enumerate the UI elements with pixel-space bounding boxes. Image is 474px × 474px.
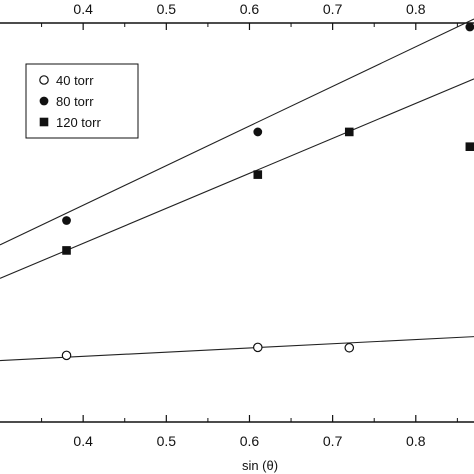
data-point-120-torr bbox=[62, 246, 71, 255]
fit-line-80-torr bbox=[0, 18, 474, 246]
data-point-40-torr bbox=[344, 342, 355, 353]
data-points bbox=[61, 22, 474, 361]
fit-line-120-torr bbox=[0, 78, 474, 279]
x-tick-label-bottom: 0.7 bbox=[323, 433, 343, 449]
x-tick-label-bottom: 0.8 bbox=[406, 433, 426, 449]
data-point-120-torr bbox=[465, 142, 474, 151]
data-point-80-torr bbox=[253, 127, 263, 137]
x-axis-label: sin (θ) bbox=[242, 458, 278, 473]
legend-label: 80 torr bbox=[56, 94, 94, 109]
x-tick-label-top: 0.5 bbox=[157, 1, 177, 17]
data-point-120-torr bbox=[253, 170, 263, 179]
x-tick-label-top: 0.4 bbox=[73, 1, 93, 17]
legend: 40 torr 80 torr 120 torr bbox=[25, 63, 139, 139]
plot-frame bbox=[0, 22, 474, 423]
x-tick-label-bottom: 0.5 bbox=[157, 433, 177, 449]
fit-lines bbox=[0, 18, 474, 362]
legend-marker bbox=[39, 75, 49, 85]
legend-label: 120 torr bbox=[56, 115, 101, 130]
data-point-40-torr bbox=[252, 342, 263, 353]
data-point-40-torr bbox=[61, 350, 72, 361]
fit-line-40-torr bbox=[0, 336, 474, 362]
data-point-80-torr bbox=[465, 22, 474, 32]
legend-label: 40 torr bbox=[56, 73, 94, 88]
x-tick-label-top: 0.7 bbox=[323, 1, 343, 17]
x-tick-label-top: 0.8 bbox=[406, 1, 426, 17]
x-tick-label-top: 0.6 bbox=[240, 1, 260, 17]
x-tick-label-bottom: 0.4 bbox=[73, 433, 93, 449]
data-point-120-torr bbox=[344, 127, 354, 137]
x-tick-label-bottom: 0.6 bbox=[240, 433, 260, 449]
axis-ticks: 0.4 0.4 0.5 0.5 0.6 0.6 0.7 0.7 0.8 0.8 bbox=[41, 1, 458, 449]
legend-marker bbox=[39, 96, 49, 106]
data-point-80-torr bbox=[62, 216, 71, 225]
legend-marker bbox=[39, 117, 49, 127]
